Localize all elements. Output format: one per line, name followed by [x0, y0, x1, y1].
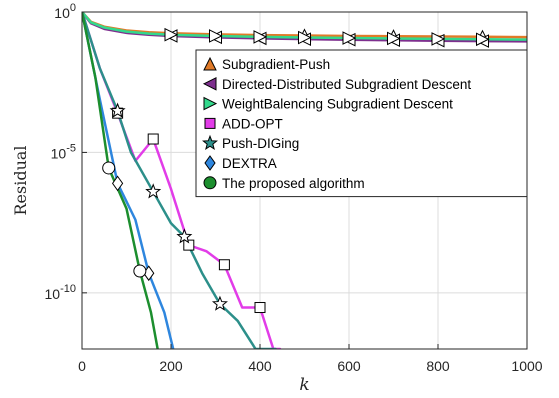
legend-label: Subgradient-Push	[222, 57, 330, 72]
data-point	[176, 228, 193, 244]
legend-label: DEXTRA	[222, 156, 277, 171]
legend-box	[195, 49, 528, 198]
data-point	[254, 302, 266, 314]
data-point	[298, 30, 312, 45]
legend-marker	[203, 176, 217, 190]
x-tick-label: 200	[159, 358, 183, 374]
y-ticks: 100 10-5 10-10	[45, 2, 87, 302]
data-point	[133, 264, 147, 278]
legend-label: Push-DIGing	[222, 136, 299, 151]
legend-marker	[202, 76, 217, 91]
legend-marker	[203, 56, 217, 71]
x-tick-label: 800	[426, 358, 450, 374]
x-ticks: 0 200 400 600 800 1000	[78, 344, 543, 374]
series-line	[82, 12, 527, 43]
legend-label: WeightBalencing Subgradient Descent	[222, 97, 453, 112]
legend-marker	[204, 155, 216, 171]
data-point	[209, 29, 223, 43]
y-axis-label: Residual	[11, 145, 30, 215]
data-point	[253, 30, 268, 44]
data-point	[218, 259, 230, 271]
data-point	[102, 161, 116, 175]
markers	[102, 27, 490, 314]
data-point	[183, 239, 195, 251]
legend-marker	[203, 96, 218, 111]
legend-marker	[202, 134, 218, 150]
x-tick-label: 600	[337, 358, 361, 374]
data-point	[145, 183, 162, 199]
series-line	[82, 12, 159, 349]
x-axis-label: k	[299, 375, 309, 395]
x-tick-label: 0	[78, 358, 86, 374]
data-point	[147, 133, 159, 145]
data-point	[342, 31, 357, 45]
data-point	[111, 175, 124, 192]
legend-label: The proposed algorithm	[222, 176, 365, 191]
y-tick-label: 10-10	[45, 283, 76, 302]
data-point	[387, 31, 401, 46]
data-point	[164, 27, 179, 42]
x-tick-label: 1000	[511, 358, 542, 374]
series-line	[82, 12, 527, 41]
data-point	[431, 32, 446, 46]
x-tick-label: 400	[248, 358, 272, 374]
legend-label: Directed-Distributed Subgradient Descent	[222, 77, 471, 92]
data-point	[109, 102, 126, 118]
y-tick-label: 10-5	[51, 142, 76, 161]
legend: Subgradient-Push Directed-Distributed Sub…	[195, 49, 528, 198]
legend-marker	[204, 117, 216, 129]
y-tick-label: 100	[54, 2, 76, 21]
data-point	[211, 295, 228, 311]
data-point	[476, 32, 490, 47]
legend-label: ADD-OPT	[222, 116, 283, 131]
